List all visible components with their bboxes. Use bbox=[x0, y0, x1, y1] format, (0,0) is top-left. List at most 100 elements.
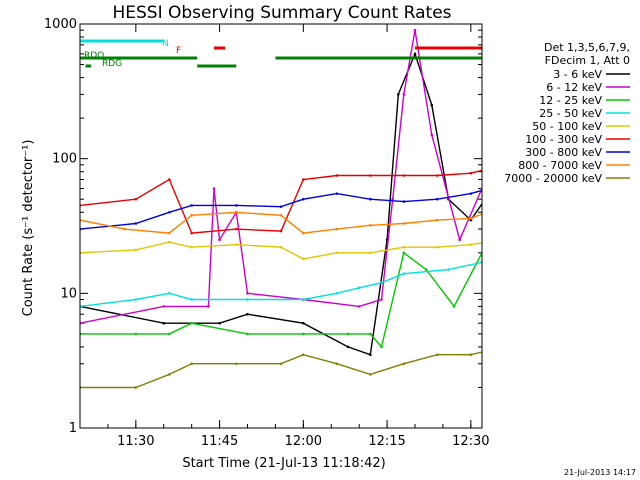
flag-bars bbox=[80, 39, 482, 68]
x-axis-label: Start Time (21-Jul-13 11:18:42) bbox=[182, 456, 385, 471]
series-0-point bbox=[430, 103, 434, 107]
series-1-point bbox=[207, 305, 210, 308]
series-0-point bbox=[346, 345, 350, 349]
series-4-point bbox=[609, 292, 612, 295]
series-0-point bbox=[369, 353, 372, 357]
legend-entry-label: 3 - 6 keV bbox=[553, 68, 602, 81]
series-line-4 bbox=[80, 241, 482, 260]
series-3-point bbox=[302, 298, 305, 301]
series-7-point bbox=[235, 210, 238, 214]
y-tick-label: 1000 bbox=[44, 17, 77, 32]
series-5-point bbox=[542, 211, 545, 214]
plot-frame bbox=[79, 23, 483, 429]
series-3-point bbox=[335, 292, 339, 295]
series-5-point bbox=[503, 164, 506, 167]
series-4-point bbox=[279, 245, 283, 249]
series-7-point bbox=[469, 217, 473, 220]
legend-entry-label: 800 - 7000 keV bbox=[518, 159, 602, 172]
series-2-point bbox=[531, 322, 534, 325]
series-line-8 bbox=[80, 351, 482, 389]
series-3-point bbox=[520, 281, 523, 284]
legend: Det 1,3,5,6,7,9, FDecim 1, Att 0 3 - 6 k… bbox=[504, 41, 630, 185]
series-1-point bbox=[458, 238, 461, 242]
series-6-point bbox=[469, 192, 473, 195]
series-4-point bbox=[190, 245, 193, 249]
series-4-point bbox=[235, 243, 238, 246]
series-3-point bbox=[190, 298, 193, 301]
series-3-point bbox=[609, 305, 612, 308]
series-line-1 bbox=[80, 30, 482, 324]
series-8-point bbox=[235, 362, 238, 366]
series-2-point bbox=[452, 305, 456, 308]
y-tick-label: 1 bbox=[69, 421, 77, 436]
series-1-point bbox=[380, 298, 383, 301]
chart-title: HESSI Observing Summary Count Rates bbox=[112, 3, 451, 23]
series-5-point bbox=[134, 197, 138, 201]
series-2-point bbox=[380, 345, 383, 349]
series-7-point bbox=[279, 213, 283, 217]
series-7-point bbox=[402, 222, 406, 225]
series-line-5 bbox=[80, 169, 482, 234]
series-1-point bbox=[531, 292, 534, 295]
series-0-point bbox=[542, 292, 545, 295]
series-6-point bbox=[609, 211, 612, 214]
x-tick-label: 12:30 bbox=[452, 434, 489, 449]
series-7-point bbox=[190, 213, 193, 217]
series-6-point bbox=[134, 222, 138, 225]
series-line-6 bbox=[80, 189, 482, 230]
x-tick-label: 12:00 bbox=[285, 434, 322, 449]
series-3-point bbox=[447, 268, 450, 271]
series-8-point bbox=[369, 373, 372, 376]
x-tick-label: 12:15 bbox=[368, 434, 405, 449]
y-axis-label: Count Rate (s⁻¹ detector⁻¹) bbox=[21, 140, 36, 317]
series-0-point bbox=[162, 321, 166, 325]
series-8-point bbox=[503, 346, 506, 349]
series-1-point bbox=[162, 305, 166, 308]
series-3-point bbox=[357, 286, 361, 290]
series-6-point bbox=[520, 204, 523, 207]
series-3-point bbox=[168, 292, 171, 295]
series-1-point bbox=[357, 305, 361, 308]
legend-entry-label: 7000 - 20000 keV bbox=[504, 172, 602, 185]
series-7-point bbox=[369, 224, 372, 227]
series-0-point bbox=[246, 312, 249, 316]
series-2-point bbox=[402, 251, 406, 255]
series-8-point bbox=[302, 353, 305, 357]
series-6-point bbox=[190, 204, 193, 207]
series-2-point bbox=[369, 332, 372, 336]
series-8-point bbox=[609, 362, 612, 365]
series-8-point bbox=[525, 346, 528, 349]
series-6-point bbox=[335, 192, 339, 195]
series-group bbox=[80, 28, 612, 389]
series-3-point bbox=[380, 281, 383, 284]
series-5-point bbox=[592, 228, 595, 231]
series-8-point bbox=[134, 386, 138, 389]
series-1-point bbox=[514, 251, 517, 254]
series-4-point bbox=[553, 286, 556, 289]
flag-label: N bbox=[162, 39, 169, 49]
legend-entry-label: 300 - 800 keV bbox=[525, 146, 602, 159]
series-3-point bbox=[542, 292, 545, 295]
series-1-point bbox=[413, 28, 417, 32]
series-5-point bbox=[335, 174, 339, 177]
series-7-point bbox=[436, 218, 439, 222]
series-1-point bbox=[402, 93, 406, 96]
series-7-point bbox=[609, 219, 612, 222]
series-4-point bbox=[469, 243, 473, 246]
series-4-point bbox=[581, 292, 584, 295]
series-7-point bbox=[123, 227, 126, 231]
series-7-point bbox=[553, 196, 556, 199]
series-0-point bbox=[218, 321, 221, 325]
series-7-point bbox=[335, 227, 339, 231]
series-5-point bbox=[168, 178, 171, 181]
legend-header-line-1: Det 1,3,5,6,7,9, bbox=[544, 41, 630, 54]
legend-entry-label: 25 - 50 keV bbox=[539, 107, 602, 120]
series-2-point bbox=[134, 332, 138, 336]
series-1-point bbox=[391, 197, 394, 201]
series-6-point bbox=[548, 198, 551, 201]
legend-entry-label: 12 - 25 keV bbox=[539, 94, 602, 107]
series-0-point bbox=[497, 178, 500, 181]
series-4-point bbox=[503, 238, 506, 241]
series-2-point bbox=[246, 332, 249, 336]
